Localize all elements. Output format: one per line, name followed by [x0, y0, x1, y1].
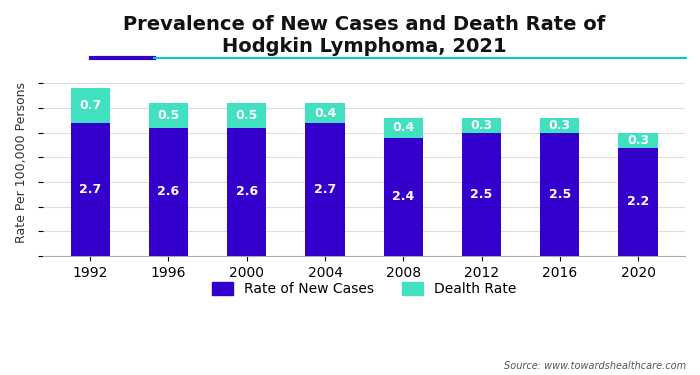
Text: 0.4: 0.4 — [392, 122, 414, 134]
Text: 2.7: 2.7 — [314, 183, 336, 196]
Bar — [228, 103, 266, 128]
Bar — [305, 123, 344, 256]
Text: 2.6: 2.6 — [236, 186, 258, 198]
Bar — [384, 118, 423, 138]
Bar — [462, 118, 501, 133]
Text: 2.6: 2.6 — [158, 186, 180, 198]
Bar — [384, 138, 423, 256]
Bar — [619, 148, 657, 256]
Bar — [305, 103, 344, 123]
Text: 2.5: 2.5 — [549, 188, 571, 201]
Bar — [619, 133, 657, 148]
Legend: Rate of New Cases, Dealth Rate: Rate of New Cases, Dealth Rate — [206, 276, 522, 302]
Bar — [149, 128, 188, 256]
Bar — [71, 88, 110, 123]
Bar — [228, 128, 266, 256]
Text: 0.4: 0.4 — [314, 106, 336, 120]
Text: 0.7: 0.7 — [79, 99, 102, 112]
Title: Prevalence of New Cases and Death Rate of
Hodgkin Lymphoma, 2021: Prevalence of New Cases and Death Rate o… — [123, 15, 606, 56]
Text: 2.2: 2.2 — [627, 195, 649, 208]
Bar — [149, 103, 188, 128]
Bar — [540, 133, 580, 256]
Text: Source: www.towardshealthcare.com: Source: www.towardshealthcare.com — [504, 361, 686, 371]
Text: 2.7: 2.7 — [79, 183, 102, 196]
Bar — [71, 123, 110, 256]
Text: 0.3: 0.3 — [627, 134, 649, 147]
Text: 0.3: 0.3 — [470, 119, 493, 132]
Text: 0.3: 0.3 — [549, 119, 570, 132]
Text: 0.5: 0.5 — [158, 109, 180, 122]
Bar — [462, 133, 501, 256]
Text: 2.5: 2.5 — [470, 188, 493, 201]
Bar — [540, 118, 580, 133]
Text: 2.4: 2.4 — [392, 190, 414, 203]
Text: 0.5: 0.5 — [236, 109, 258, 122]
Y-axis label: Rate Per 100,000 Persons: Rate Per 100,000 Persons — [15, 82, 28, 243]
